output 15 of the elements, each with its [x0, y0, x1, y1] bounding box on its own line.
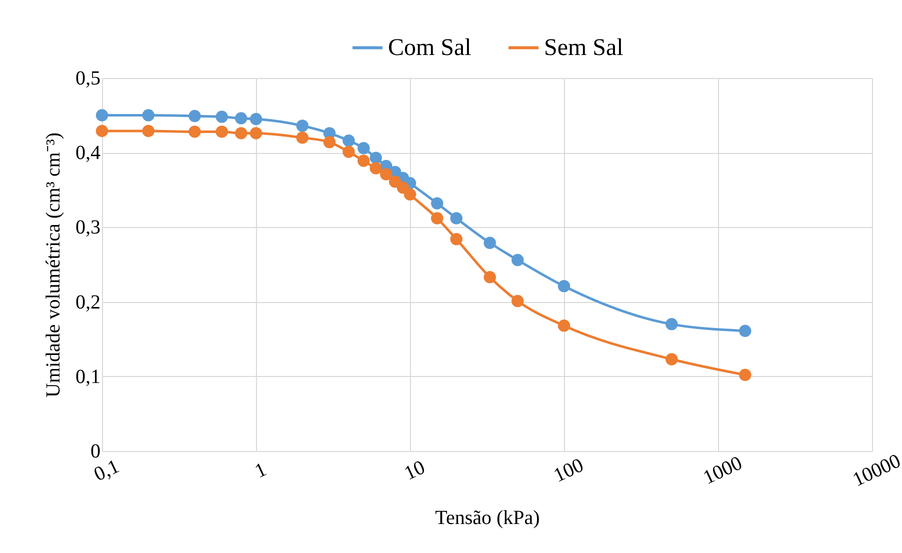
- x-tick-label: 1: [252, 458, 270, 483]
- y-tick-label: 0: [90, 440, 100, 462]
- y-tick-label: 0,1: [76, 366, 100, 388]
- x-tick-label: 100: [550, 454, 587, 487]
- y-axis-title: Umidade volumétrica (cm³ cm⁻³): [42, 132, 64, 398]
- legend-label: Sem Sal: [544, 34, 624, 61]
- y-tick-label: 0,2: [76, 291, 100, 314]
- y-tick-label: 0,5: [76, 68, 100, 90]
- x-axis-title: Tensão (kPa): [435, 507, 540, 530]
- x-tick-label: 10000: [849, 450, 902, 492]
- legend-label: Com Sal: [388, 34, 472, 61]
- y-tick-label: 0,4: [76, 142, 100, 164]
- x-tick-label: 1000: [700, 452, 746, 489]
- x-tick-label: 10: [401, 456, 428, 485]
- y-tick-label: 0,3: [76, 216, 100, 239]
